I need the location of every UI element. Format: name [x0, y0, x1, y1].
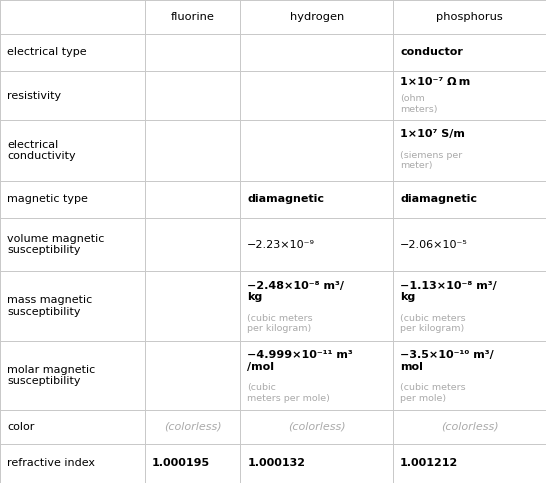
Text: (cubic meters
per kilogram): (cubic meters per kilogram)	[400, 314, 466, 333]
Text: 1×10⁷ S/m: 1×10⁷ S/m	[400, 129, 465, 139]
Text: magnetic type: magnetic type	[7, 194, 88, 204]
Text: −3.5×10⁻¹⁰ m³/
mol: −3.5×10⁻¹⁰ m³/ mol	[400, 350, 494, 371]
Text: fluorine: fluorine	[170, 12, 215, 22]
Text: (colorless): (colorless)	[164, 422, 221, 432]
Text: (cubic meters
per mole): (cubic meters per mole)	[400, 384, 466, 403]
Text: phosphorus: phosphorus	[436, 12, 503, 22]
Text: 1.000195: 1.000195	[152, 458, 210, 469]
Text: refractive index: refractive index	[7, 458, 95, 469]
Text: (cubic meters
per kilogram): (cubic meters per kilogram)	[247, 314, 313, 333]
Text: −2.06×10⁻⁵: −2.06×10⁻⁵	[400, 240, 468, 250]
Text: (colorless): (colorless)	[441, 422, 498, 432]
Text: (siemens per
meter): (siemens per meter)	[400, 151, 462, 170]
Text: −2.23×10⁻⁹: −2.23×10⁻⁹	[247, 240, 315, 250]
Text: hydrogen: hydrogen	[289, 12, 344, 22]
Text: color: color	[7, 422, 34, 432]
Text: 1×10⁻⁷ Ω m: 1×10⁻⁷ Ω m	[400, 77, 470, 87]
Text: −2.48×10⁻⁸ m³/
kg: −2.48×10⁻⁸ m³/ kg	[247, 281, 344, 302]
Text: 1.000132: 1.000132	[247, 458, 305, 469]
Text: (ohm
meters): (ohm meters)	[400, 94, 438, 114]
Text: diamagnetic: diamagnetic	[400, 194, 477, 204]
Text: molar magnetic
susceptibility: molar magnetic susceptibility	[7, 365, 95, 386]
Text: electrical
conductivity: electrical conductivity	[7, 140, 76, 161]
Text: diamagnetic: diamagnetic	[247, 194, 324, 204]
Text: −4.999×10⁻¹¹ m³
/mol: −4.999×10⁻¹¹ m³ /mol	[247, 350, 353, 371]
Text: (cubic
meters per mole): (cubic meters per mole)	[247, 384, 330, 403]
Text: resistivity: resistivity	[7, 91, 61, 100]
Text: −1.13×10⁻⁸ m³/
kg: −1.13×10⁻⁸ m³/ kg	[400, 281, 497, 302]
Text: (colorless): (colorless)	[288, 422, 346, 432]
Text: electrical type: electrical type	[7, 47, 87, 57]
Text: conductor: conductor	[400, 47, 463, 57]
Text: volume magnetic
susceptibility: volume magnetic susceptibility	[7, 234, 104, 256]
Text: 1.001212: 1.001212	[400, 458, 459, 469]
Text: mass magnetic
susceptibility: mass magnetic susceptibility	[7, 295, 92, 317]
